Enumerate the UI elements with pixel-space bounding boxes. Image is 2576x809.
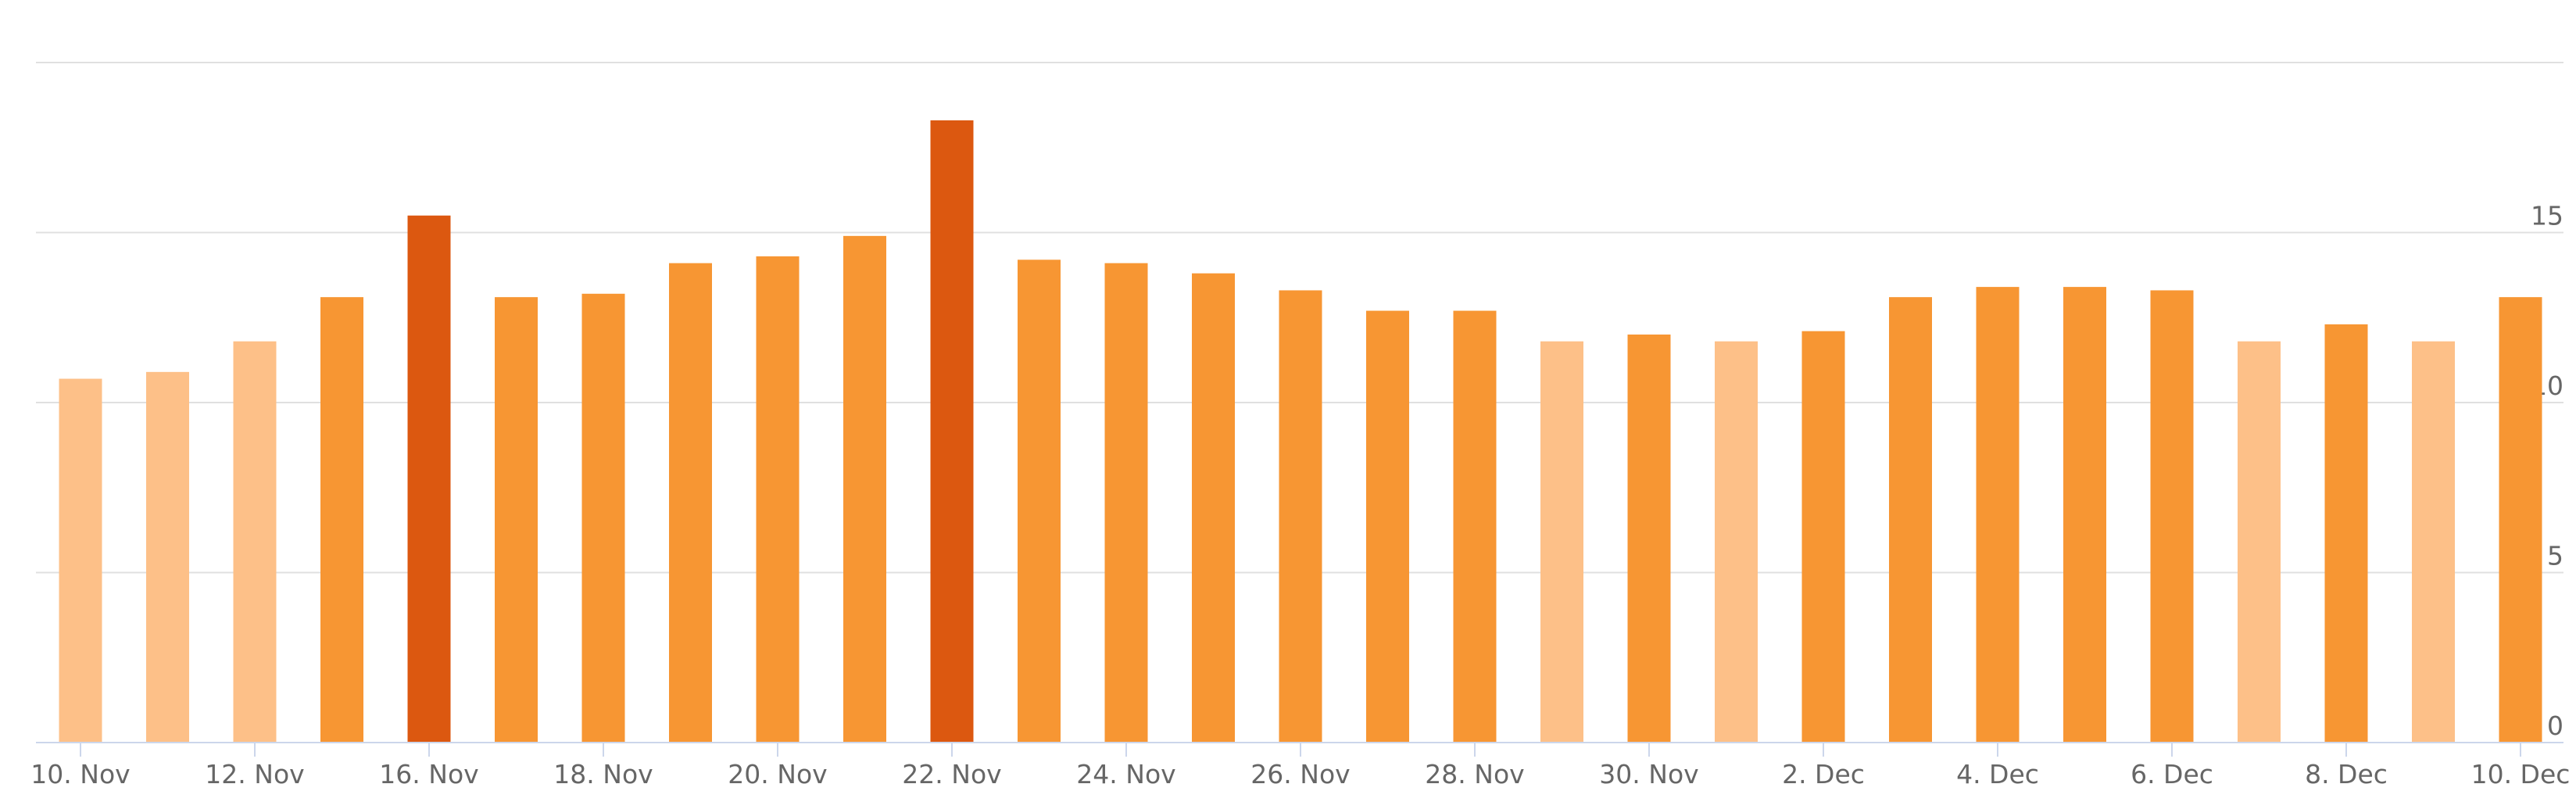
x-tick-label: 10. Dec xyxy=(2471,759,2571,789)
y-tick-label: 5 xyxy=(2547,541,2563,571)
x-tick-label: 26. Nov xyxy=(1250,759,1350,789)
y-tick-label: 15 xyxy=(2531,201,2563,231)
y-tick-label: 0 xyxy=(2547,711,2563,741)
x-tick-label: 4. Dec xyxy=(1956,759,2039,789)
x-tick-label: 2. Dec xyxy=(1782,759,1865,789)
x-tick-label: 18. Nov xyxy=(553,759,653,789)
x-tick-label: 6. Dec xyxy=(2131,759,2213,789)
bar xyxy=(1976,287,2020,743)
bar xyxy=(2238,341,2281,743)
bar xyxy=(2063,287,2106,743)
x-tick-label: 8. Dec xyxy=(2305,759,2388,789)
bar xyxy=(1801,331,1845,743)
bar xyxy=(843,235,886,743)
bar xyxy=(495,297,538,743)
bar xyxy=(930,120,974,743)
bar xyxy=(581,293,625,743)
x-tick-label: 10. Nov xyxy=(30,759,130,789)
bar xyxy=(1192,273,1235,743)
x-tick-label: 24. Nov xyxy=(1076,759,1175,789)
x-tick-label: 16. Nov xyxy=(379,759,478,789)
bar xyxy=(59,378,102,743)
bar xyxy=(756,256,800,743)
bar xyxy=(2412,341,2455,743)
x-tick-label: 20. Nov xyxy=(728,759,827,789)
bar xyxy=(320,297,363,743)
bar xyxy=(2150,290,2194,743)
bar xyxy=(407,215,451,743)
bar xyxy=(1018,260,1061,743)
x-tick-label: 30. Nov xyxy=(1599,759,1698,789)
bar xyxy=(233,341,277,743)
bar xyxy=(1715,341,1758,743)
x-tick-label: 28. Nov xyxy=(1425,759,1524,789)
bar xyxy=(1104,263,1148,743)
x-tick-label: 12. Nov xyxy=(205,759,304,789)
x-tick-label: 22. Nov xyxy=(902,759,1001,789)
bar xyxy=(1540,341,1583,743)
bar xyxy=(1627,335,1671,743)
bar xyxy=(669,263,712,743)
bar xyxy=(146,371,189,743)
bar xyxy=(1889,297,1932,743)
bar xyxy=(2324,324,2368,743)
bar xyxy=(1279,290,1322,743)
bar xyxy=(1366,310,1409,743)
bar xyxy=(1453,310,1497,743)
bar xyxy=(2499,297,2542,743)
